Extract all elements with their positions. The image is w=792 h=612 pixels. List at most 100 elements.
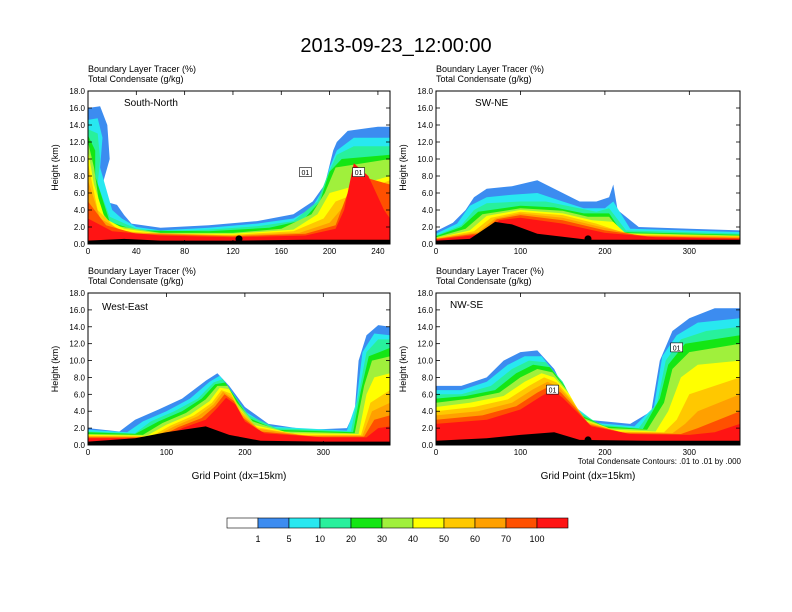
colorbar-label: 5 <box>286 534 291 544</box>
field-layers <box>88 106 390 244</box>
colorbar-label: 50 <box>439 534 449 544</box>
y-tick-label: 0.0 <box>422 240 434 249</box>
x-tick-label: 100 <box>514 247 528 256</box>
plot-frame <box>87 90 391 245</box>
x-axis-label: Grid Point (dx=15km) <box>541 471 636 482</box>
y-tick-label: 6.0 <box>74 189 86 198</box>
y-tick-label: 18.0 <box>69 289 85 298</box>
colorbar-swatch <box>257 517 290 529</box>
x-tick-label: 200 <box>598 448 612 457</box>
y-tick-label: 8.0 <box>74 172 86 181</box>
panel-header-tracer: Boundary Layer Tracer (%) <box>88 64 196 74</box>
contour-label-box <box>546 384 559 395</box>
x-tick-label: 100 <box>514 448 528 457</box>
x-tick-label: 300 <box>683 247 697 256</box>
field-layer <box>436 390 740 445</box>
y-tick-label: 16.0 <box>417 104 433 113</box>
contour-label: 01 <box>549 388 557 395</box>
panels-group: Boundary Layer Tracer (%)Total Condensat… <box>50 64 741 482</box>
colorbar-swatch <box>505 517 538 529</box>
figure-title: 2013-09-23_12:00:00 <box>300 35 491 57</box>
panel-4: Boundary Layer Tracer (%)Total Condensat… <box>398 266 741 482</box>
x-tick-label: 40 <box>132 247 141 256</box>
colorbar-label: 40 <box>408 534 418 544</box>
y-tick-label: 14.0 <box>417 323 433 332</box>
x-tick-label: 0 <box>86 448 91 457</box>
y-tick-label: 2.0 <box>422 223 434 232</box>
field-layers <box>88 325 390 445</box>
x-tick-label: 200 <box>323 247 337 256</box>
y-tick-label: 0.0 <box>74 240 86 249</box>
panel-header-tracer: Boundary Layer Tracer (%) <box>436 266 544 276</box>
colorbar-label: 100 <box>529 534 544 544</box>
panel-title: NW-SE <box>450 300 483 311</box>
x-tick-label: 120 <box>226 247 240 256</box>
x-tick-label: 80 <box>180 247 189 256</box>
y-tick-label: 4.0 <box>74 206 86 215</box>
y-tick-label: 6.0 <box>422 189 434 198</box>
colorbar-swatch <box>412 517 445 529</box>
colorbar-label: 10 <box>315 534 325 544</box>
plot-frame <box>435 292 741 446</box>
y-tick-label: 4.0 <box>422 206 434 215</box>
y-tick-label: 10.0 <box>417 155 433 164</box>
contour-footnote: Total Condensate Contours: .01 to .01 by… <box>578 457 742 466</box>
y-tick-label: 8.0 <box>74 373 86 382</box>
x-tick-label: 0 <box>86 247 91 256</box>
location-marker <box>233 436 241 444</box>
y-axis-label: Height (km) <box>398 346 408 393</box>
x-tick-label: 160 <box>275 247 289 256</box>
field-layer <box>88 347 390 445</box>
y-tick-label: 4.0 <box>422 407 434 416</box>
x-tick-label: 300 <box>683 448 697 457</box>
y-tick-label: 2.0 <box>74 223 86 232</box>
x-tick-label: 0 <box>434 247 439 256</box>
colorbar-swatch <box>474 517 507 529</box>
field-layer <box>88 356 390 445</box>
y-tick-label: 6.0 <box>74 390 86 399</box>
y-tick-label: 14.0 <box>417 121 433 130</box>
field-layer <box>88 163 390 244</box>
panel-title: SW-NE <box>475 98 508 109</box>
colorbar-label: 1 <box>255 534 260 544</box>
colorbar-swatch <box>226 517 259 529</box>
y-tick-label: 2.0 <box>74 424 86 433</box>
colorbar-swatch <box>443 517 476 529</box>
field-layer <box>88 397 390 445</box>
y-tick-label: 8.0 <box>422 172 434 181</box>
panel-3: Boundary Layer Tracer (%)Total Condensat… <box>50 266 391 482</box>
y-tick-label: 10.0 <box>69 155 85 164</box>
y-axis-label: Height (km) <box>50 346 60 393</box>
panel-header-condensate: Total Condensate (g/kg) <box>436 276 532 286</box>
y-tick-label: 12.0 <box>69 138 85 147</box>
y-tick-label: 16.0 <box>417 306 433 315</box>
x-tick-label: 200 <box>598 247 612 256</box>
x-tick-label: 240 <box>371 247 385 256</box>
colorbar-swatch <box>288 517 321 529</box>
y-tick-label: 12.0 <box>417 340 433 349</box>
terrain <box>88 426 390 445</box>
colorbar-swatch <box>350 517 383 529</box>
panel-header-tracer: Boundary Layer Tracer (%) <box>436 64 544 74</box>
y-tick-label: 8.0 <box>422 373 434 382</box>
x-tick-label: 300 <box>317 448 331 457</box>
field-layer <box>88 150 390 244</box>
panel-2: Boundary Layer Tracer (%)Total Condensat… <box>398 64 741 256</box>
location-marker <box>584 436 592 444</box>
plot-frame <box>87 292 391 446</box>
contour-label: 01 <box>302 170 310 177</box>
location-marker <box>235 235 243 243</box>
panel-header-condensate: Total Condensate (g/kg) <box>88 276 184 286</box>
contour-label: 01 <box>673 345 681 352</box>
x-tick-label: 200 <box>238 448 252 457</box>
y-tick-label: 12.0 <box>417 138 433 147</box>
x-axis-label: Grid Point (dx=15km) <box>192 471 287 482</box>
colorbar-label: 70 <box>501 534 511 544</box>
field-layers <box>436 308 740 445</box>
contour-label-box <box>352 167 365 177</box>
y-tick-label: 0.0 <box>422 441 434 450</box>
contour-label: 01 <box>355 170 363 177</box>
y-tick-label: 12.0 <box>69 340 85 349</box>
colorbar-swatch <box>381 517 414 529</box>
